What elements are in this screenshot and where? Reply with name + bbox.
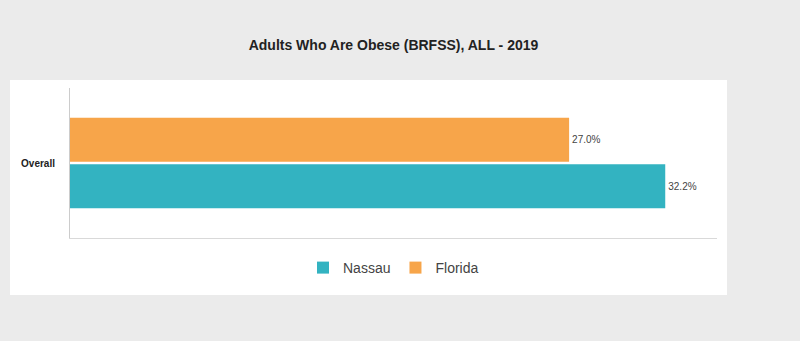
svg-text:Florida: Florida (435, 260, 478, 276)
svg-text:27.0%: 27.0% (572, 134, 600, 145)
svg-text:Nassau: Nassau (343, 260, 390, 276)
svg-text:Overall: Overall (21, 158, 55, 169)
svg-text:32.2%: 32.2% (668, 181, 696, 192)
svg-text:Adults Who Are Obese (BRFSS),: Adults Who Are Obese (BRFSS), ALL - 2019 (249, 37, 539, 53)
